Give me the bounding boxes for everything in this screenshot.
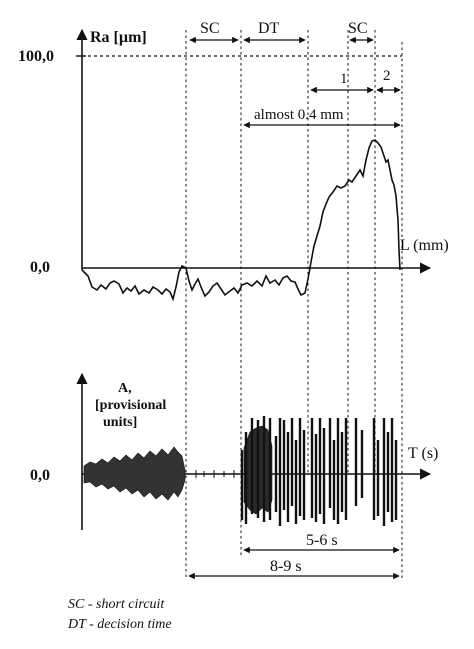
time-annotations: 5-6 s 8-9 s xyxy=(188,532,400,580)
sc-left-label: SC xyxy=(200,20,220,37)
zone-1-label: 1 xyxy=(340,71,348,87)
sc-right-label: SC xyxy=(348,20,368,37)
upper-y-axis-label: Ra [µm] xyxy=(90,29,147,46)
legend-dt-definition: DT - decision time xyxy=(67,617,172,632)
zone-2-label: 2 xyxy=(383,68,391,84)
lower-plot: A, [provisional units] 0,0 T (s) xyxy=(30,372,438,530)
upper-y-tick-0: 0,0 xyxy=(30,259,50,276)
phase-boundaries xyxy=(185,30,403,580)
phase-annotations: SC DT SC 1 2 almost 0.4 mm xyxy=(189,20,401,129)
upper-y-tick-100: 100,0 xyxy=(18,48,54,65)
time-8-9-label: 8-9 s xyxy=(270,558,302,575)
burst-spikes xyxy=(195,416,398,526)
dt-label: DT xyxy=(258,20,280,37)
distance-label: almost 0.4 mm xyxy=(254,107,344,123)
lower-y-tick-0: 0,0 xyxy=(30,467,50,484)
upper-x-axis-label: L (mm) xyxy=(400,237,449,254)
legend-sc-definition: SC - short circuit xyxy=(68,597,165,612)
noise-signal-left xyxy=(83,446,186,501)
lower-y-axis-label-line1: A, xyxy=(118,381,132,396)
upper-plot: Ra [µm] 100,0 0,0 L (mm) xyxy=(18,28,449,302)
time-5-6-label: 5-6 s xyxy=(306,532,338,549)
lower-y-axis-label-line2: [provisional xyxy=(95,398,166,413)
roughness-profile-curve xyxy=(81,139,401,302)
lower-y-axis-label-line3: units] xyxy=(103,415,137,430)
lower-x-axis-label: T (s) xyxy=(408,445,438,462)
